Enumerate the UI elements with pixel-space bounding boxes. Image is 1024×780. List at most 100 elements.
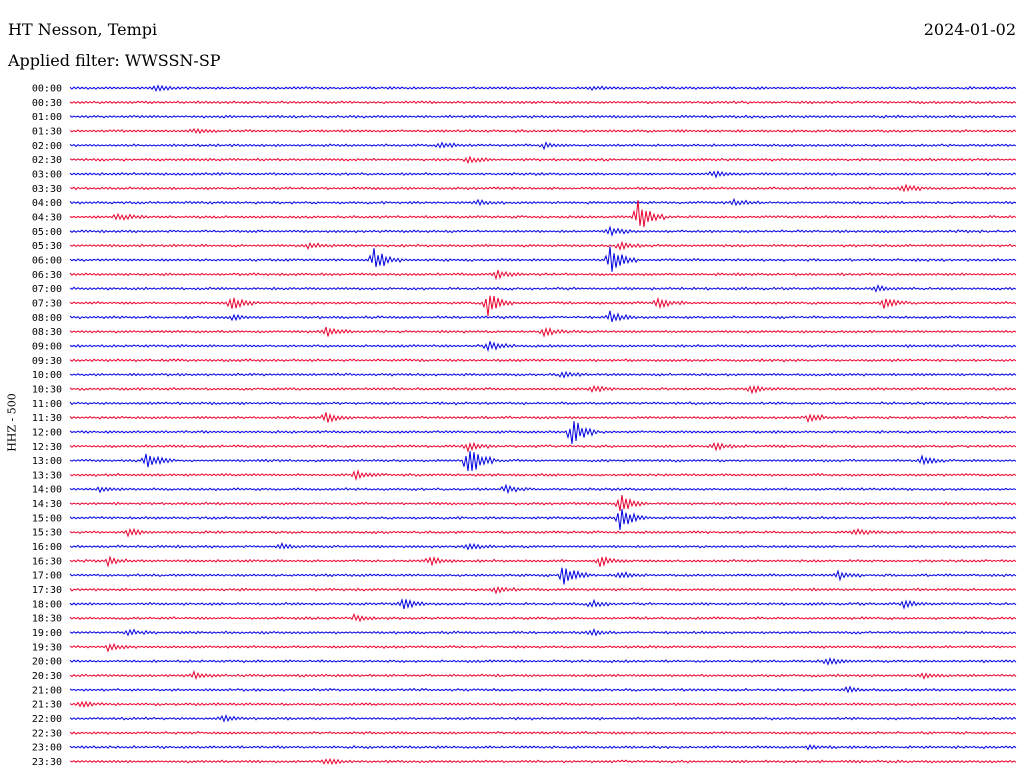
time-tick-label: 09:30 xyxy=(32,356,62,367)
time-tick-label: 21:00 xyxy=(32,685,62,696)
time-tick-label: 10:30 xyxy=(32,384,62,395)
time-tick-label: 03:30 xyxy=(32,184,62,195)
time-tick-label: 07:00 xyxy=(32,284,62,295)
time-tick-label: 17:00 xyxy=(32,571,62,582)
trace-line-1200 xyxy=(69,421,1017,444)
trace-line-1700 xyxy=(69,567,1017,585)
time-tick-label: 07:30 xyxy=(32,298,62,309)
trace-line-1600 xyxy=(69,541,1017,551)
time-tick-label: 00:00 xyxy=(32,84,62,95)
trace-line-0230 xyxy=(69,155,1017,165)
trace-line-0200 xyxy=(69,141,1017,151)
trace-line-1000 xyxy=(69,370,1017,379)
time-tick-label: 03:00 xyxy=(32,169,62,180)
trace-line-2300 xyxy=(69,743,1017,751)
time-tick-label: 01:30 xyxy=(32,126,62,137)
trace-line-1530 xyxy=(69,527,1017,538)
trace-line-0530 xyxy=(69,240,1017,251)
trace-line-0500 xyxy=(69,225,1017,238)
time-tick-label: 14:00 xyxy=(32,485,62,496)
time-tick-label: 12:00 xyxy=(32,427,62,438)
trace-line-0900 xyxy=(69,341,1017,353)
trace-line-2030 xyxy=(69,670,1017,681)
trace-line-2330 xyxy=(69,757,1017,766)
time-tick-label: 00:30 xyxy=(32,98,62,109)
time-tick-label: 10:00 xyxy=(32,370,62,381)
trace-line-0300 xyxy=(69,170,1017,179)
time-tick-label: 18:30 xyxy=(32,614,62,625)
trace-line-0700 xyxy=(69,284,1017,293)
trace-line-0830 xyxy=(69,326,1017,338)
time-tick-label: 21:30 xyxy=(32,700,62,711)
trace-line-2200 xyxy=(69,714,1017,723)
trace-line-0330 xyxy=(69,183,1017,193)
trace-line-1300 xyxy=(69,451,1017,472)
trace-line-1130 xyxy=(69,412,1017,424)
time-tick-label: 22:00 xyxy=(32,714,62,725)
trace-line-1330 xyxy=(69,468,1017,482)
trace-line-2130 xyxy=(69,700,1017,709)
trace-line-1400 xyxy=(69,483,1017,495)
trace-line-1830 xyxy=(69,612,1017,623)
trace-line-1500 xyxy=(69,508,1017,530)
time-tick-label: 02:00 xyxy=(32,141,62,152)
time-tick-label: 04:00 xyxy=(32,198,62,209)
trace-line-0630 xyxy=(69,269,1017,281)
time-tick-label: 08:00 xyxy=(32,313,62,324)
trace-line-0100 xyxy=(69,114,1017,119)
time-tick-label: 22:30 xyxy=(32,728,62,739)
time-tick-label: 17:30 xyxy=(32,585,62,596)
trace-line-0730 xyxy=(69,295,1017,317)
trace-line-1800 xyxy=(69,597,1017,610)
time-tick-label: 02:30 xyxy=(32,155,62,166)
trace-line-0030 xyxy=(69,100,1017,105)
time-tick-label: 06:30 xyxy=(32,270,62,281)
trace-line-0600 xyxy=(69,246,1017,272)
trace-line-0130 xyxy=(69,128,1017,135)
filter-label: Applied filter: WWSSN-SP xyxy=(8,51,221,70)
date-label: 2024-01-02 xyxy=(923,20,1016,39)
time-tick-label: 15:00 xyxy=(32,513,62,524)
time-tick-label: 14:30 xyxy=(32,499,62,510)
trace-line-1730 xyxy=(69,585,1017,595)
time-tick-label: 13:00 xyxy=(32,456,62,467)
time-tick-label: 04:30 xyxy=(32,212,62,223)
time-tick-label: 08:30 xyxy=(32,327,62,338)
trace-line-0000 xyxy=(69,84,1017,93)
time-tick-label: 19:30 xyxy=(32,642,62,653)
time-tick-label: 20:00 xyxy=(32,657,62,668)
trace-line-1630 xyxy=(69,555,1017,568)
trace-line-1030 xyxy=(69,384,1017,395)
time-tick-label: 23:30 xyxy=(32,757,62,768)
trace-line-0800 xyxy=(69,310,1017,323)
station-title: HT Nesson, Tempi xyxy=(8,20,158,39)
time-tick-label: 16:30 xyxy=(32,556,62,567)
trace-line-2230 xyxy=(69,730,1017,735)
time-tick-label: 23:00 xyxy=(32,743,62,754)
time-tick-label: 09:00 xyxy=(32,341,62,352)
time-tick-label: 18:00 xyxy=(32,599,62,610)
trace-line-1230 xyxy=(69,441,1017,453)
time-tick-label: 11:30 xyxy=(32,413,62,424)
trace-line-1930 xyxy=(69,642,1017,653)
time-tick-label: 20:30 xyxy=(32,671,62,682)
trace-line-0430 xyxy=(69,200,1017,228)
trace-line-2100 xyxy=(69,685,1017,694)
time-tick-label: 13:30 xyxy=(32,470,62,481)
trace-line-1430 xyxy=(69,495,1017,512)
time-tick-label: 05:30 xyxy=(32,241,62,252)
trace-line-2000 xyxy=(69,657,1017,666)
trace-line-1900 xyxy=(69,628,1017,637)
time-tick-label: 01:00 xyxy=(32,112,62,123)
trace-line-1100 xyxy=(69,401,1017,406)
trace-line-0400 xyxy=(69,197,1017,207)
time-tick-label: 05:00 xyxy=(32,227,62,238)
time-tick-label: 16:00 xyxy=(32,542,62,553)
time-tick-label: 15:30 xyxy=(32,528,62,539)
time-tick-label: 12:30 xyxy=(32,442,62,453)
time-tick-label: 19:00 xyxy=(32,628,62,639)
time-tick-label: 11:00 xyxy=(32,399,62,410)
time-tick-label: 06:00 xyxy=(32,255,62,266)
trace-line-0930 xyxy=(69,358,1017,363)
